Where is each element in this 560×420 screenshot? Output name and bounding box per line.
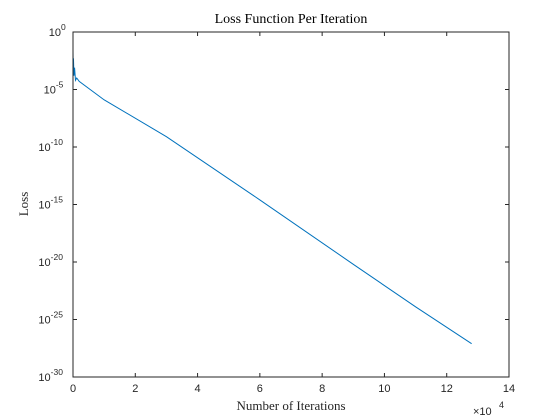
plot-background xyxy=(73,32,509,377)
tick-labels: 0 2 4 6 8 10 12 14 100 10-5 10-10 10-15 10-20 10-25 10… xyxy=(38,22,515,395)
chart-title: Loss Function Per Iteration xyxy=(215,12,368,27)
y-tick-label: 10-15 xyxy=(38,195,63,212)
x-tick-label: 12 xyxy=(441,383,453,395)
x-tick-label: 8 xyxy=(319,383,325,395)
x-multiplier: ×10 4 xyxy=(473,400,504,418)
x-multiplier-base: ×10 xyxy=(473,406,492,418)
loss-series-line xyxy=(72,49,472,345)
y-tick-label: 10-10 xyxy=(38,137,63,154)
x-tick-label: 14 xyxy=(503,383,515,395)
y-tick-label: 10-25 xyxy=(38,310,63,327)
y-tick-label: 10-5 xyxy=(44,80,64,97)
x-tick-label: 6 xyxy=(257,383,263,395)
y-axis-label: Loss xyxy=(16,192,31,217)
x-tick-label: 10 xyxy=(378,383,390,395)
x-multiplier-exponent: 4 xyxy=(499,400,504,410)
x-tick-label: 2 xyxy=(132,383,138,395)
x-tick-label: 4 xyxy=(195,383,201,395)
y-tick-label: 10-30 xyxy=(38,367,63,384)
plot-frame xyxy=(72,31,510,378)
x-tick-label: 0 xyxy=(70,383,76,395)
y-tick-label: 10-20 xyxy=(38,252,63,269)
y-tick-label: 100 xyxy=(49,22,66,39)
x-axis-label: Number of Iterations xyxy=(236,398,345,413)
